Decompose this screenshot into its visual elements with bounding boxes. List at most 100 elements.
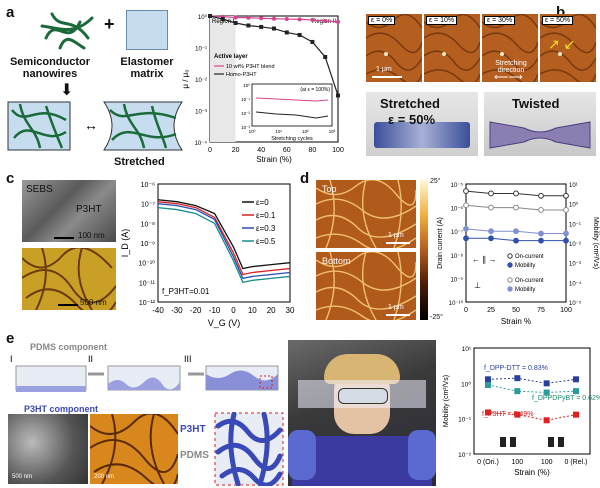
data-point	[336, 93, 340, 98]
svg-text:↔: ↔	[84, 117, 98, 133]
panel-label-a: a	[6, 4, 15, 21]
afm-image-eps-10	[424, 14, 480, 82]
photo-twisted	[484, 92, 596, 156]
series-line	[157, 199, 291, 270]
legend-entry: ε=0.1	[256, 211, 276, 220]
data-point	[310, 17, 315, 22]
data-point	[323, 54, 328, 59]
y-axis-label: Drain current (A)	[437, 217, 444, 269]
inset-y-tick: 10⁻²	[241, 111, 250, 116]
x-tick-label: 30	[286, 306, 295, 315]
p3ht-label: P3HT	[180, 424, 206, 435]
y-right-tick-label: 10⁻¹	[569, 222, 581, 228]
data-point	[543, 417, 550, 424]
tem-scale-label: 100 nm	[78, 231, 105, 240]
series-label: f_DPPDPyBT = 0.62%	[532, 395, 600, 402]
x-tick-label: 20	[232, 147, 240, 154]
data-point	[538, 230, 544, 237]
panel-label-b: b	[556, 4, 566, 21]
y-tick-label: 10¹	[462, 346, 472, 353]
x-tick-label: 0 (Rel.)	[565, 459, 588, 466]
x-tick-label: -30	[171, 306, 183, 315]
panel-label-d: d	[300, 170, 310, 187]
data-point	[297, 32, 302, 37]
inset-y-tick: 10⁰	[243, 83, 250, 88]
legend-title: Active layer	[214, 54, 248, 60]
data-point	[485, 376, 491, 383]
svg-text:I: I	[10, 354, 13, 364]
x-tick-label: 100	[511, 459, 523, 466]
afm-e-image	[90, 414, 178, 484]
legend-entry: Homo-P3HT	[226, 72, 257, 78]
data-point	[336, 19, 340, 24]
x-tick-label: 80	[309, 147, 317, 154]
inset-x-tick: 10¹	[275, 129, 282, 134]
y-right-tick-label: 10⁻²	[569, 242, 581, 248]
afm-tag-eps-50: ε = 50%	[542, 16, 574, 25]
afm-bottom-scalebar	[386, 314, 410, 316]
y-tick-label: 10⁰	[461, 380, 471, 388]
data-point	[513, 190, 519, 197]
data-point	[488, 204, 494, 211]
y-axis-label: Mobility (cm²/Vs)	[443, 375, 450, 427]
y-right-tick-label: 10⁻⁴	[569, 280, 582, 287]
series-label: f_P3HT = 0.49%	[482, 411, 533, 418]
x-tick-label: 0 (Ori.)	[477, 459, 499, 466]
stretching-direction-label: Stretching direction	[495, 60, 527, 74]
afm-bottom-label: Bottom	[322, 256, 351, 266]
y-tick-label: 10⁻⁶	[141, 182, 155, 189]
region-label: Region I	[212, 19, 235, 25]
legend-entry: Mobility	[515, 263, 535, 269]
inset-series	[255, 97, 329, 102]
inset-frame	[251, 83, 333, 127]
inset-x-label: Stretching cycles	[271, 136, 313, 142]
y-tick-label: 10⁻²	[195, 78, 207, 84]
strain-icon	[500, 437, 506, 447]
afm-b-scale-label: 1 μm	[376, 66, 392, 73]
y-right-tick-label: 10⁻³	[569, 262, 581, 268]
legend-entry: On-current	[515, 278, 544, 284]
y-tick-label: 10⁻²	[458, 452, 472, 459]
stretched-photo-eps: ε = 50%	[388, 112, 436, 127]
data-point	[246, 15, 251, 20]
data-point	[538, 237, 544, 244]
plus-sign: +	[104, 14, 115, 34]
y-tick-label: 10⁻⁹	[141, 241, 155, 248]
tem-scalebar	[54, 237, 74, 239]
inset-x-tick: 10³	[329, 129, 336, 134]
series-line	[157, 201, 291, 276]
tem-label-sebs: SEBS	[26, 184, 53, 195]
y-tick-label: 10⁻¹¹	[139, 280, 156, 287]
afm-image-eps-30	[482, 14, 538, 82]
afm-b-scalebar	[372, 76, 402, 78]
afm-image-eps-50	[540, 14, 596, 82]
chart-e-mobility-cycles: 10¹ 10⁰ 10⁻¹ 10⁻² 0 (Ori.) 100 100 0 (Rel.) Stra…	[443, 346, 600, 477]
x-tick-label: 10	[248, 306, 257, 315]
afm-top-scale-label: 1 μm	[388, 232, 404, 239]
legend-swatch	[507, 277, 513, 283]
y-tick-label: 10⁻⁶	[451, 206, 464, 213]
data-point	[514, 375, 521, 382]
data-point	[233, 15, 238, 20]
inset-y-tick: 10⁻³	[241, 125, 250, 130]
y-tick-label: 10⁻⁹	[451, 276, 464, 283]
legend-entry: On-current	[515, 254, 544, 260]
marker-perpendicular: ⊥	[474, 281, 481, 290]
data-point	[538, 192, 544, 199]
legend-entry: ε=0.3	[256, 224, 276, 233]
y-tick-label: 10⁻³	[195, 110, 207, 116]
data-point	[573, 376, 579, 383]
x-tick-label: 25	[487, 307, 495, 314]
y-right-tick-label: 10⁰	[569, 202, 579, 209]
data-point	[485, 381, 491, 388]
colorbar	[420, 180, 428, 320]
y-right-tick-label: 10¹	[569, 183, 578, 189]
x-tick-label: 0	[231, 306, 236, 315]
y-tick-label: 10⁻¹	[458, 417, 472, 424]
data-point	[233, 20, 238, 25]
colorbar-bottom-label: -25°	[430, 314, 443, 321]
data-point	[563, 207, 569, 213]
twisted-photo-title: Twisted	[512, 96, 560, 111]
data-point	[310, 39, 315, 44]
afm-bottom-scale-label: 1 μm	[388, 304, 404, 311]
